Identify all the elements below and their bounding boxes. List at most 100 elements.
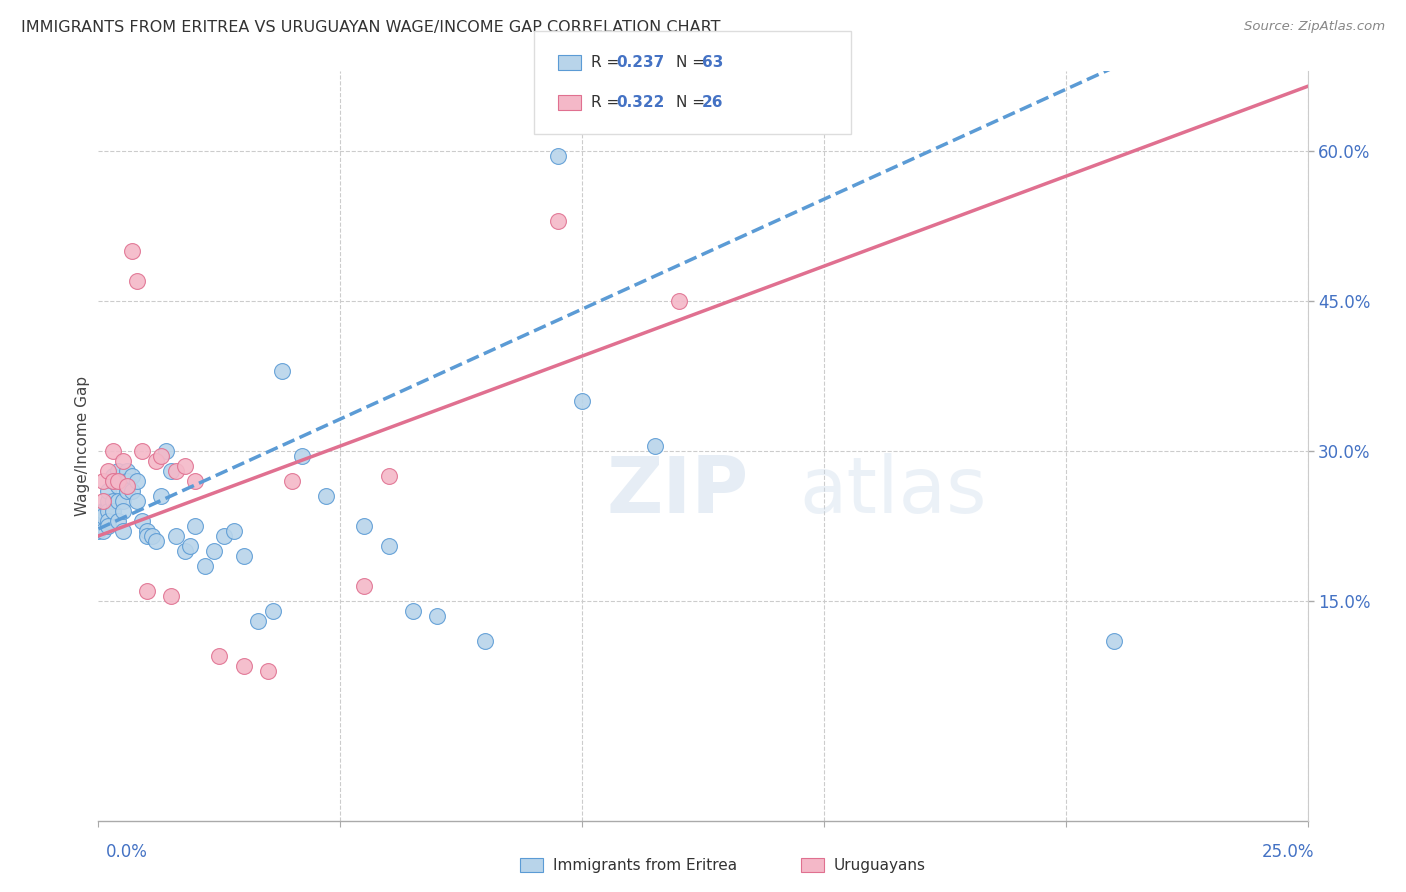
Point [353,579,375,593]
Point [271,364,294,378]
Text: Immigrants from Eritrea: Immigrants from Eritrea [553,858,737,872]
Point [97,483,120,498]
Point [121,469,143,483]
Point [145,533,167,548]
Point [107,494,129,508]
Point [150,449,173,463]
Point [107,474,129,488]
Point [194,558,217,573]
Point [402,604,425,618]
Point [97,519,120,533]
Point [117,474,139,488]
Point [232,549,254,563]
Text: R =: R = [591,55,624,70]
Y-axis label: Wage/Income Gap: Wage/Income Gap [75,376,90,516]
Point [107,514,129,528]
Text: N =: N = [676,95,710,110]
Point [101,504,124,518]
Point [232,658,254,673]
Point [127,494,149,508]
Point [141,529,163,543]
Point [97,499,120,513]
Point [547,149,569,163]
Point [121,244,143,259]
Point [315,489,337,503]
Text: Uruguayans: Uruguayans [834,858,925,872]
Point [117,479,139,493]
Point [111,454,134,468]
Point [91,514,114,528]
Point [131,444,153,458]
Point [174,544,197,558]
Point [111,504,134,518]
Point [179,539,201,553]
Point [208,648,231,663]
Text: IMMIGRANTS FROM ERITREA VS URUGUAYAN WAGE/INCOME GAP CORRELATION CHART: IMMIGRANTS FROM ERITREA VS URUGUAYAN WAG… [21,20,721,35]
Point [150,489,173,503]
Point [127,274,149,288]
Point [184,519,207,533]
Point [101,474,124,488]
Point [256,664,278,678]
Point [145,454,167,468]
Text: 0.237: 0.237 [616,55,664,70]
Point [127,474,149,488]
Point [107,479,129,493]
Point [91,504,114,518]
Point [131,514,153,528]
Point [1102,633,1125,648]
Point [121,483,143,498]
Point [174,458,197,473]
Point [111,474,134,488]
Point [87,519,110,533]
Point [135,529,157,543]
Point [165,464,187,478]
Point [107,464,129,478]
Point [165,529,187,543]
Text: 63: 63 [702,55,723,70]
Point [547,214,569,228]
Point [204,544,226,558]
Point [117,483,139,498]
Point [155,444,177,458]
Point [97,504,120,518]
Text: 26: 26 [702,95,723,110]
Point [290,449,312,463]
Point [160,464,183,478]
Point [353,519,375,533]
Text: Source: ZipAtlas.com: Source: ZipAtlas.com [1244,20,1385,33]
Point [97,464,120,478]
Point [135,524,157,538]
Point [111,524,134,538]
Text: R =: R = [591,95,624,110]
Point [111,494,134,508]
Point [474,633,496,648]
Point [87,524,110,538]
Point [91,524,114,538]
Text: ZIP: ZIP [606,453,748,529]
Point [212,529,235,543]
Point [644,439,666,453]
Point [135,583,157,598]
Point [117,464,139,478]
Text: N =: N = [676,55,710,70]
Point [91,494,114,508]
Point [91,519,114,533]
Point [91,508,114,523]
Point [101,444,124,458]
Text: 25.0%: 25.0% [1263,843,1315,861]
Point [377,469,399,483]
Point [571,394,593,409]
Point [97,514,120,528]
Point [101,474,124,488]
Point [668,294,690,309]
Point [101,469,124,483]
Point [97,494,120,508]
Point [426,608,449,623]
Point [222,524,245,538]
Text: 0.0%: 0.0% [105,843,148,861]
Text: atlas: atlas [800,453,987,529]
Point [184,474,207,488]
Point [281,474,304,488]
Point [377,539,399,553]
